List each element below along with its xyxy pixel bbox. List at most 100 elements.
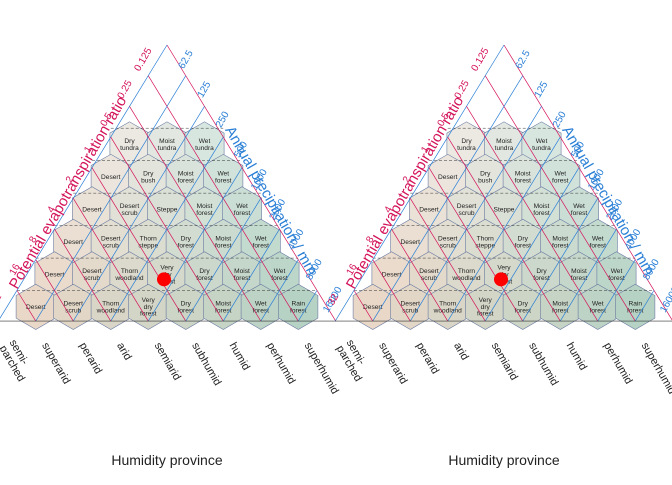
zone-label: Moist forest [552,300,569,314]
zone-label: Dry bush [141,170,156,184]
precip-grid-line [597,259,636,322]
pet-grid-line [72,198,149,322]
precip-grid-line [409,106,542,322]
zone-cell [278,283,319,330]
precip-grid-line [634,290,655,322]
pet-tick-label: 1 [82,144,95,155]
zone-label: Wet forest [234,203,251,217]
zone-label: Moist forest [215,300,232,314]
humidity-tick-label: perhumid [264,341,297,387]
humidity-tick-label: superarid [376,341,409,387]
zone-label: Dry bush [478,170,493,184]
humidity-tick-label: superhumid [639,341,672,397]
zone-label: Wet forest [590,300,607,314]
zone-label: Steppe [157,206,178,213]
zone-label: Dry tundra [457,138,476,152]
humidity-tick-label: subhumid [526,341,560,388]
zone-label: Dry tundra [120,138,139,152]
zone-label: Desert scrub [419,268,439,282]
pet-grid-line [54,228,112,322]
precip-grid-line [484,167,580,322]
pet-tick-label: 4 [383,204,396,215]
precip-grid-line [522,198,599,322]
zone-label: Thorn steppe [138,235,158,249]
pet-tick-label: 8 [27,234,40,245]
zone-label: Desert scrub [457,203,477,217]
pet-grid-line [466,106,599,322]
zone-label: Dry forest [515,300,532,314]
zone-label: Wet forest [571,203,588,217]
pet-grid-line [91,167,187,322]
humidity-tick-label: perarid [414,341,442,377]
zone-label: Steppe [494,206,515,213]
humidity-tick-label: subhumid [189,341,223,388]
zone-label: Desert [401,239,421,246]
zone-label: Desert scrub [64,300,84,314]
zone-label: Desert scrub [82,268,102,282]
grid-lines [0,44,337,322]
zone-label: Wet forest [253,235,270,249]
precip-tick-label: 16000 [658,285,672,315]
zone-cell [615,283,656,330]
zone-label: Thorn steppe [475,235,495,249]
humidity-tick-label: humid [564,341,589,373]
pet-grid-line [391,228,449,322]
zone-label: Dry forest [178,300,195,314]
zone-label: Dry forest [196,268,213,282]
panel-2: Dry tundra Moist tundra Wet tundra Desert Dry bu… [326,44,672,468]
zone-label: Desert [82,206,102,213]
pet-grid-line [409,198,486,322]
pet-tick-label: 2 [401,174,414,185]
humidity-ticks: semi-parched superarid perarid arid semiarid… [334,338,672,397]
pet-tick-label: 1 [419,144,432,155]
zone-label: Thorn woodland [433,300,463,314]
sample-marker [494,272,508,287]
humidity-axis-title: Humidity province [448,452,559,468]
zone-label: Desert [45,271,65,278]
zone-label: Dry forest [515,235,532,249]
pet-tick-label: 2 [64,174,77,185]
zone-label: Wet forest [271,268,288,282]
zone-label: Desert [26,304,46,311]
pet-tick-label: 0.125 [132,46,154,74]
humidity-tick-label: semi-parched [334,338,374,384]
precip-grid-line [222,228,280,322]
precip-grid-line [185,198,262,322]
zone-label: Desert [438,174,458,181]
zone-label: Moist forest [515,170,532,184]
zone-label: Wet forest [590,235,607,249]
precip-grid-line [260,259,299,322]
humidity-ticks: semi-parched superarid perarid arid semiarid… [0,338,341,397]
zone-label: Moist forest [571,268,588,282]
pet-grid-line [166,44,337,322]
zone-label: Rain forest [627,300,644,314]
zone-label: Wet forest [215,170,232,184]
zone-label: Moist forest [178,170,195,184]
zone-label: Moist tundra [495,138,514,152]
humidity-tick-label: superarid [39,341,72,387]
humidity-tick-label: arid [114,341,134,363]
humidity-tick-label: perarid [77,341,105,377]
zone-label: Rain forest [290,300,307,314]
precip-tick-label: 62.5 [177,48,196,71]
zone-label: Moist forest [215,235,232,249]
zone-label: Desert [419,206,439,213]
zone-label: Desert [64,239,84,246]
humidity-tick-label: semiarid [489,341,520,383]
zone-label: Moist forest [552,235,569,249]
pet-grid-line [35,259,74,322]
zone-label: Thorn woodland [451,268,481,282]
precip-tick-label: 62.5 [514,48,533,71]
pet-grid-line [129,106,262,322]
zone-label: Thorn woodland [96,300,126,314]
precip-grid-line [0,44,168,319]
zone-label: Moist forest [196,203,213,217]
zone-label: Dry forest [533,268,550,282]
precip-grid-line [559,228,617,322]
pet-tick-label: 16 [8,262,23,278]
grid-lines [334,44,672,322]
pet-tick-label: 0.125 [469,46,491,74]
